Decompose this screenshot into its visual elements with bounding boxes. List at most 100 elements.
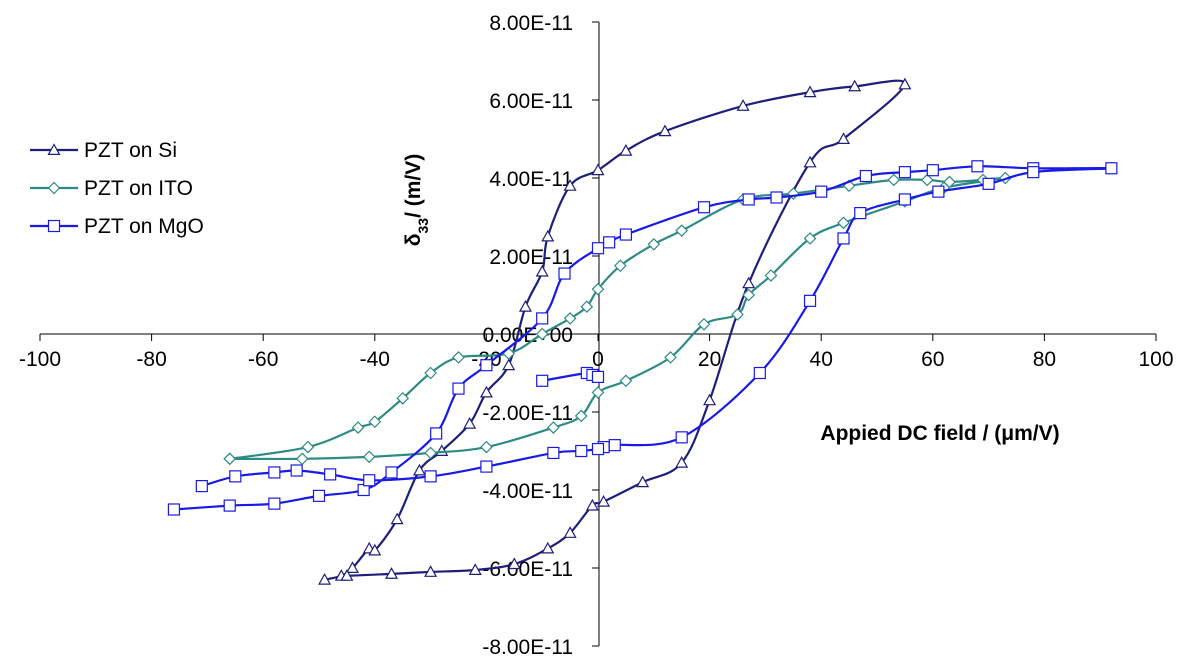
data-point-pzt-on-mgo bbox=[536, 312, 549, 325]
data-point-pzt-on-mgo bbox=[591, 370, 605, 383]
data-point-pzt-on-mgo bbox=[575, 444, 588, 458]
data-point-pzt-on-mgo bbox=[675, 431, 688, 444]
data-point-pzt-on-ito bbox=[731, 308, 744, 321]
x-tick-label: -80 bbox=[136, 348, 166, 371]
data-point-pzt-on-si bbox=[518, 299, 532, 312]
y-tick-label: -2.00E-11 bbox=[482, 402, 573, 425]
data-point-pzt-on-mgo bbox=[536, 374, 549, 387]
x-tick-label: -40 bbox=[360, 348, 390, 371]
series-line-pzt-on-si bbox=[324, 79, 906, 581]
data-point-pzt-on-si bbox=[468, 563, 482, 575]
data-point-pzt-on-mgo bbox=[591, 242, 605, 255]
x-tick-label: -60 bbox=[248, 348, 278, 371]
data-point-pzt-on-si bbox=[848, 79, 862, 92]
data-point-pzt-on-mgo bbox=[167, 503, 181, 516]
data-point-pzt-on-ito bbox=[591, 282, 605, 296]
data-point-pzt-on-ito bbox=[223, 452, 237, 466]
data-point-pzt-on-ito bbox=[697, 317, 711, 331]
data-point-pzt-on-mgo bbox=[697, 201, 711, 214]
data-point-pzt-on-mgo bbox=[223, 499, 236, 512]
data-point-pzt-on-mgo bbox=[452, 382, 465, 395]
data-point-pzt-on-ito bbox=[563, 312, 577, 325]
data-point-pzt-on-ito bbox=[837, 216, 850, 230]
series-line-pzt-on-ito bbox=[229, 176, 1008, 461]
data-point-pzt-on-si bbox=[340, 569, 354, 581]
legend-item-pzt-on-si: PZT on Si bbox=[30, 139, 177, 162]
data-point-pzt-on-mgo bbox=[1027, 166, 1040, 179]
legend-label: PZT on Si bbox=[84, 139, 177, 162]
data-point-pzt-on-mgo bbox=[982, 177, 995, 190]
data-point-pzt-on-mgo bbox=[854, 207, 867, 220]
data-point-pzt-on-mgo bbox=[195, 480, 208, 493]
data-point-pzt-on-si bbox=[318, 572, 332, 585]
data-point-pzt-on-si bbox=[803, 155, 817, 168]
y-axis-title: δ33/ (m/V) bbox=[402, 154, 431, 247]
data-point-pzt-on-mgo bbox=[1105, 162, 1118, 175]
legend-label: PZT on ITO bbox=[84, 177, 193, 200]
data-point-pzt-on-mgo bbox=[837, 232, 850, 245]
data-point-pzt-on-si bbox=[837, 132, 851, 144]
x-axis-title: Appied DC field / (μm/V) bbox=[820, 422, 1059, 445]
data-point-pzt-on-mgo bbox=[603, 236, 616, 249]
data-point-pzt-on-si bbox=[658, 124, 672, 137]
data-point-pzt-on-mgo bbox=[770, 191, 783, 204]
x-tick-label: -100 bbox=[19, 348, 61, 371]
data-point-pzt-on-ito bbox=[742, 288, 756, 302]
data-point-pzt-on-ito bbox=[424, 366, 437, 380]
data-point-pzt-on-mgo bbox=[268, 497, 281, 510]
data-point-pzt-on-si bbox=[742, 276, 756, 289]
data-point-pzt-on-si bbox=[535, 264, 549, 277]
data-point-pzt-on-si bbox=[412, 463, 426, 476]
data-point-pzt-on-si bbox=[507, 557, 521, 570]
series-pzt-on-ito bbox=[223, 171, 1012, 466]
data-point-pzt-on-si bbox=[597, 494, 611, 507]
data-point-pzt-on-si bbox=[636, 475, 650, 488]
data-point-pzt-on-ito bbox=[362, 450, 376, 464]
x-tick-label: 40 bbox=[810, 348, 833, 371]
data-point-pzt-on-ito bbox=[647, 237, 661, 251]
data-point-pzt-on-si bbox=[385, 567, 399, 579]
data-point-pzt-on-si bbox=[591, 163, 605, 176]
legend-marker-icon bbox=[47, 143, 61, 155]
x-tick-label: 80 bbox=[1033, 348, 1056, 371]
data-point-pzt-on-si bbox=[585, 498, 599, 511]
data-point-pzt-on-ito bbox=[424, 446, 437, 460]
data-point-pzt-on-ito bbox=[591, 386, 605, 399]
data-point-pzt-on-mgo bbox=[424, 470, 437, 483]
y-tick-label: 6.00E-11 bbox=[489, 90, 573, 113]
y-tick-label: -4.00E-11 bbox=[482, 480, 573, 503]
data-point-pzt-on-mgo bbox=[324, 468, 337, 481]
data-point-pzt-on-si bbox=[390, 512, 404, 525]
axes: -100-80-60-40-20020406080100-8.00E-11-6.… bbox=[19, 12, 1174, 659]
data-point-pzt-on-si bbox=[479, 385, 493, 398]
legend-marker-icon bbox=[47, 219, 61, 233]
data-point-pzt-on-ito bbox=[803, 232, 817, 245]
data-point-pzt-on-mgo bbox=[932, 185, 945, 198]
data-point-pzt-on-mgo bbox=[608, 439, 621, 452]
data-point-pzt-on-mgo bbox=[742, 193, 755, 206]
data-point-pzt-on-mgo bbox=[268, 466, 281, 479]
data-point-pzt-on-ito bbox=[580, 300, 594, 314]
data-point-pzt-on-mgo bbox=[898, 166, 912, 179]
data-point-pzt-on-mgo bbox=[547, 446, 560, 460]
data-point-pzt-on-ito bbox=[295, 452, 309, 466]
legend: PZT on Si PZT on ITO PZT on MgO bbox=[30, 139, 204, 238]
data-point-pzt-on-mgo bbox=[971, 160, 984, 173]
y-tick-label: 2.00E-11 bbox=[489, 246, 573, 269]
data-point-pzt-on-mgo bbox=[480, 359, 493, 372]
y-tick-label: -6.00E-11 bbox=[482, 558, 573, 581]
series-pzt-on-mgo bbox=[167, 160, 1118, 516]
data-point-pzt-on-si bbox=[803, 85, 817, 98]
data-point-pzt-on-ito bbox=[480, 440, 493, 454]
data-point-pzt-on-ito bbox=[351, 421, 365, 434]
legend-marker-icon bbox=[47, 181, 61, 195]
series-layer bbox=[167, 77, 1118, 585]
data-point-pzt-on-si bbox=[424, 565, 438, 577]
data-point-pzt-on-si bbox=[345, 561, 359, 574]
data-point-pzt-on-mgo bbox=[363, 474, 376, 487]
data-point-pzt-on-mgo bbox=[430, 427, 443, 440]
data-point-pzt-on-mgo bbox=[815, 185, 828, 198]
data-point-pzt-on-si bbox=[563, 179, 577, 191]
data-point-pzt-on-mgo bbox=[753, 366, 766, 380]
